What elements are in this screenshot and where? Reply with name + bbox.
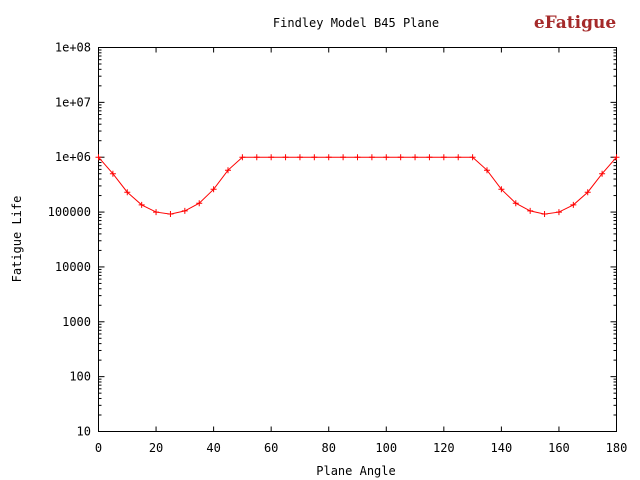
data-point-marker bbox=[109, 170, 116, 177]
data-point-marker bbox=[498, 186, 505, 193]
data-point-marker bbox=[570, 201, 577, 208]
data-point-marker bbox=[555, 209, 562, 216]
data-point-marker bbox=[426, 154, 433, 161]
series-line bbox=[98, 156, 617, 215]
plot-frame bbox=[98, 47, 617, 432]
data-point-marker bbox=[469, 154, 476, 161]
data-point-marker bbox=[167, 211, 174, 218]
data-point-marker bbox=[225, 167, 231, 174]
data-point-marker bbox=[311, 154, 318, 161]
data-point-marker bbox=[181, 207, 188, 214]
y-tick-label: 100000 bbox=[48, 205, 91, 219]
x-tick-label: 80 bbox=[321, 441, 335, 455]
data-point-marker bbox=[397, 154, 404, 161]
data-point-marker bbox=[124, 189, 131, 196]
x-tick-label: 120 bbox=[433, 441, 455, 455]
data-point-marker bbox=[412, 154, 419, 161]
y-tick-label: 10000 bbox=[55, 260, 91, 274]
data-point-marker bbox=[527, 207, 534, 214]
y-tick-label: 1e+06 bbox=[55, 150, 91, 164]
data-point-marker bbox=[584, 189, 591, 196]
data-point-marker bbox=[95, 154, 102, 161]
x-tick-label: 160 bbox=[548, 441, 570, 455]
x-tick-label: 20 bbox=[149, 441, 163, 455]
x-tick-label: 180 bbox=[606, 441, 628, 455]
y-tick-label: 10 bbox=[77, 425, 91, 439]
x-axis-ticks: 0 20 40 60 80 100 120 140 160 180 bbox=[95, 47, 628, 455]
data-point-marker bbox=[282, 154, 289, 161]
data-point-marker bbox=[296, 154, 303, 161]
chart-title: Findley Model B45 Plane bbox=[273, 16, 439, 30]
x-tick-label: 60 bbox=[264, 441, 278, 455]
data-point-marker bbox=[613, 154, 620, 161]
y-tick-label: 1000 bbox=[62, 315, 91, 329]
data-point-marker bbox=[354, 154, 361, 161]
y-tick-label: 100 bbox=[69, 370, 91, 384]
y-axis-label: Fatigue Life bbox=[10, 196, 24, 283]
data-point-marker bbox=[512, 200, 519, 207]
data-point-marker bbox=[268, 154, 275, 161]
efatigue-logo: eFatigue bbox=[534, 13, 617, 33]
y-axis-ticks: 10 100 1000 10000 100000 1e+06 1e+07 1e+08 bbox=[48, 41, 617, 439]
data-point-marker bbox=[541, 211, 548, 218]
data-point-marker bbox=[455, 154, 462, 161]
data-point-marker bbox=[239, 154, 246, 161]
data-point-marker bbox=[196, 200, 203, 207]
y-tick-label: 1e+07 bbox=[55, 95, 91, 109]
data-point-marker bbox=[210, 186, 217, 193]
data-point-marker bbox=[253, 154, 260, 161]
data-point-marker bbox=[484, 167, 490, 174]
x-tick-label: 0 bbox=[95, 441, 102, 455]
x-tick-label: 40 bbox=[206, 441, 220, 455]
logo-text: eFatigue bbox=[534, 13, 617, 33]
x-axis-label: Plane Angle bbox=[316, 464, 395, 478]
data-point-marker bbox=[440, 154, 447, 161]
x-tick-label: 140 bbox=[491, 441, 513, 455]
data-point-marker bbox=[138, 201, 145, 208]
data-point-marker bbox=[383, 154, 390, 161]
data-point-marker bbox=[325, 154, 332, 161]
data-point-marker bbox=[368, 154, 375, 161]
data-point-marker bbox=[340, 154, 347, 161]
y-tick-label: 1e+08 bbox=[55, 41, 91, 55]
data-point-marker bbox=[599, 170, 606, 177]
series-layer bbox=[95, 154, 620, 218]
data-point-marker bbox=[153, 209, 160, 216]
x-tick-label: 100 bbox=[375, 441, 397, 455]
